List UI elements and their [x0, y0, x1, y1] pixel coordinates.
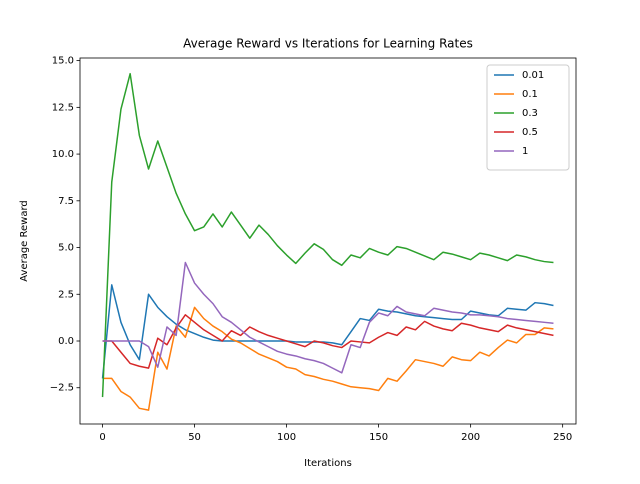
legend-label: 0.5	[522, 127, 538, 138]
legend-label: 1	[522, 146, 528, 157]
y-tick-label: 2.5	[58, 289, 74, 300]
axes-frame	[79, 57, 577, 425]
legend-label: 0.01	[522, 70, 544, 81]
x-tick-label: 200	[461, 432, 480, 443]
y-tick-label: 12.5	[52, 102, 74, 113]
y-tick-label: 15.0	[52, 56, 74, 67]
x-tick-label: 250	[553, 432, 572, 443]
legend-label: 0.3	[522, 108, 538, 119]
y-tick-label: 0.0	[58, 336, 74, 347]
y-tick-label: 10.0	[52, 149, 74, 160]
x-tick-label: 150	[369, 432, 388, 443]
y-tick-label: 5.0	[58, 243, 74, 254]
line-series	[101, 72, 554, 398]
line-series	[102, 261, 554, 374]
x-axis-label: Iterations	[304, 458, 352, 469]
legend-box	[486, 64, 570, 171]
y-axis-label: Average Reward	[19, 200, 30, 281]
legend-label: 0.1	[522, 89, 538, 100]
x-tick-label: 0	[99, 432, 105, 443]
x-tick-label: 100	[277, 432, 296, 443]
x-tick-label: 50	[188, 432, 201, 443]
chart-title: Average Reward vs Iterations for Learnin…	[183, 37, 473, 51]
y-tick-label: −2.5	[50, 383, 74, 394]
y-tick-label: 7.5	[58, 196, 74, 207]
